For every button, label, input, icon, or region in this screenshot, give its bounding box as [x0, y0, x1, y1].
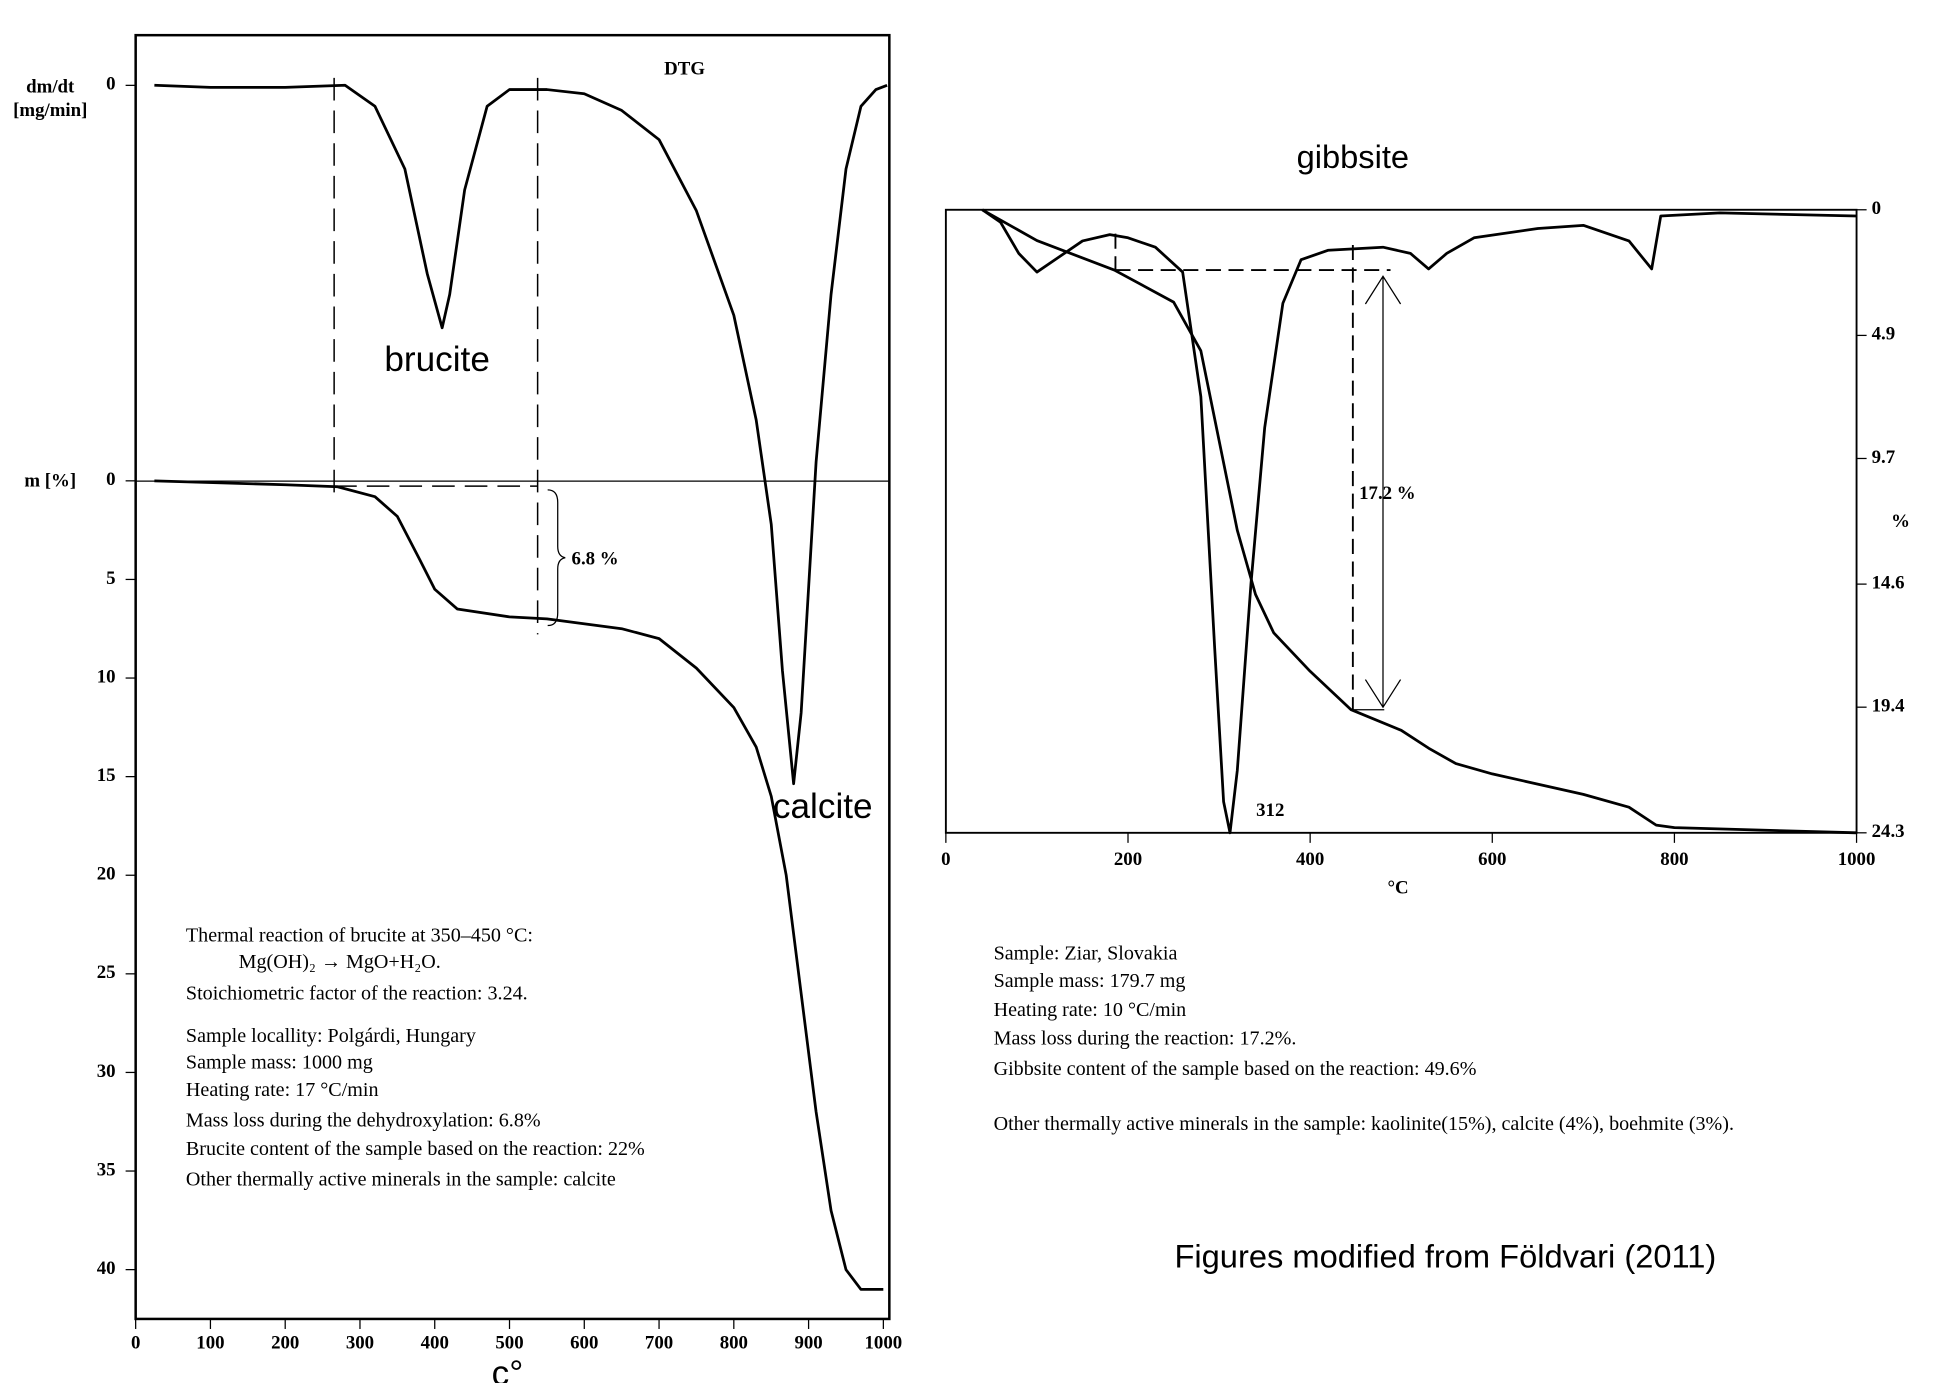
curve [981, 208, 1857, 835]
x-tick-label: 1000 [865, 1332, 903, 1353]
annotation: calcite [773, 787, 873, 826]
annotation: 6.8 % [572, 549, 619, 570]
y-tick-label: 19.4 [1872, 696, 1906, 717]
y-tick-label: 5 [106, 568, 115, 589]
caption: Figures modified from Földvari (2011) [1174, 1237, 1716, 1274]
note: Sample locallity: Polgárdi, Hungary [186, 1025, 476, 1047]
series-label: DTG [664, 59, 705, 80]
y2-axis-label: dm/dt [26, 76, 75, 97]
y2-tick-label: 0 [106, 74, 115, 95]
y-tick-label: 0 [106, 469, 115, 490]
y-tick-label: 40 [97, 1258, 116, 1279]
x-axis-label: c° [492, 1354, 524, 1383]
annotation: 312 [1256, 800, 1284, 821]
y2-axis-label: [mg/min] [13, 100, 87, 121]
y-tick-label: 9.7 [1872, 447, 1896, 468]
markers [1114, 233, 1391, 710]
x-tick-label: 500 [495, 1332, 523, 1353]
x-tick-label: 1000 [1838, 849, 1876, 870]
markers [333, 77, 539, 635]
note: Mass loss during the dehydroxylation: 6.… [186, 1109, 541, 1131]
note: Sample: Ziar, Slovakia [994, 942, 1178, 964]
note: Sample mass: 1000 mg [186, 1052, 373, 1074]
x-tick-label: 200 [271, 1332, 299, 1353]
note: Other thermally active minerals in the s… [186, 1168, 616, 1190]
x-tick-label: 900 [794, 1332, 822, 1353]
x-tick-label: 800 [1660, 849, 1688, 870]
y-axis-label: % [1891, 511, 1910, 532]
brace [547, 489, 566, 627]
curve [154, 83, 888, 786]
y-tick-label: 24.3 [1872, 821, 1905, 842]
note: Other thermally active minerals in the s… [994, 1113, 1734, 1135]
y-tick-label: 10 [97, 666, 116, 687]
annotation: 17.2 % [1359, 483, 1415, 504]
annotation: brucite [384, 340, 490, 379]
y-tick-label: 0 [1872, 198, 1881, 219]
note: Heating rate: 10 °C/min [994, 999, 1187, 1021]
y-tick-label: 35 [97, 1159, 116, 1180]
frame [944, 208, 1858, 834]
x-tick-label: 400 [1296, 849, 1324, 870]
note: Sample mass: 179.7 mg [994, 970, 1186, 992]
x-tick-label: 200 [1114, 849, 1142, 870]
x-tick-label: 0 [131, 1332, 140, 1353]
x-tick-label: 800 [720, 1332, 748, 1353]
x-tick-label: 600 [1478, 849, 1506, 870]
note: Gibbsite content of the sample based on … [994, 1058, 1477, 1080]
x-tick-label: 400 [421, 1332, 449, 1353]
x-axis-label: °C [1388, 878, 1409, 899]
note: Thermal reaction of brucite at 350–450 °… [186, 925, 533, 947]
note: Stoichiometric factor of the reaction: 3… [186, 982, 528, 1004]
chart-title: gibbsite [1297, 138, 1410, 175]
y-tick-label: 20 [97, 864, 116, 885]
curve [154, 479, 884, 1291]
frame [134, 33, 891, 1321]
x-tick-label: 100 [196, 1332, 224, 1353]
note: Brucite content of the sample based on t… [186, 1138, 645, 1160]
y-tick-label: 14.6 [1872, 572, 1905, 593]
y-tick-label: 25 [97, 962, 116, 983]
note: Heating rate: 17 °C/min [186, 1079, 379, 1101]
note: Mg(OH)₂ → MgO+H₂O. [239, 951, 441, 973]
y-tick-label: 30 [97, 1061, 116, 1082]
curve [981, 208, 1857, 835]
y-axis-label: m [%] [24, 471, 76, 492]
x-tick-label: 600 [570, 1332, 598, 1353]
x-tick-label: 700 [645, 1332, 673, 1353]
note: Mass loss during the reaction: 17.2%. [994, 1028, 1297, 1050]
x-tick-label: 0 [941, 849, 950, 870]
y-tick-label: 4.9 [1872, 324, 1896, 345]
arrow [1364, 275, 1402, 709]
y-tick-label: 15 [97, 765, 116, 786]
x-tick-label: 300 [346, 1332, 374, 1353]
